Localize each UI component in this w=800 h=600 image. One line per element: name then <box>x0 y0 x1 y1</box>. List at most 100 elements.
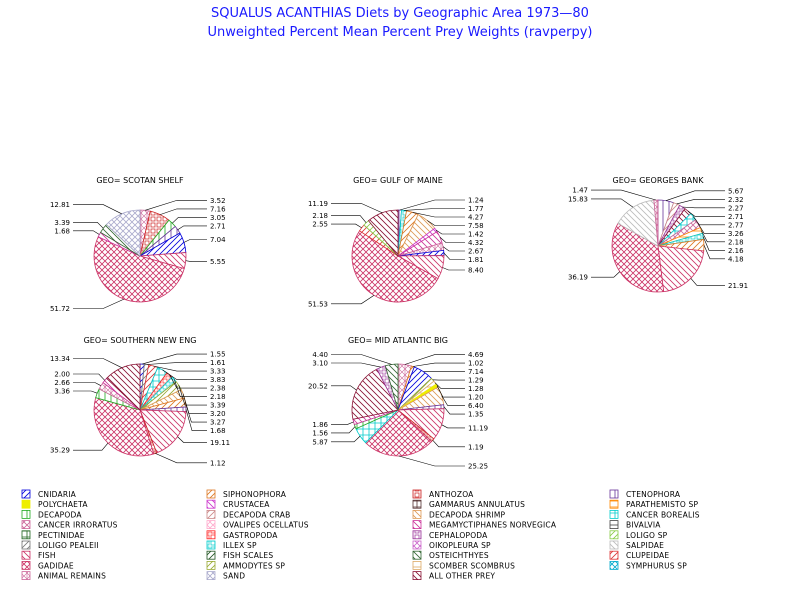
slice-value-label: 51.53 <box>308 300 328 308</box>
legend-entry-anthozoa: ANTHOZOA <box>412 489 474 499</box>
legend-entry-pectinidae: PECTINIDAE <box>21 530 84 540</box>
slice-value-label: 1.12 <box>210 459 226 467</box>
slice-value-label: 2.55 <box>312 221 328 229</box>
leader-line <box>331 203 383 214</box>
leader-line <box>665 190 725 201</box>
legend-entry-loligo-sp: LOLIGO SP <box>609 530 668 540</box>
slice-value-label: 3.20 <box>210 410 226 418</box>
leader-line <box>331 435 361 443</box>
legend-swatch <box>609 561 619 570</box>
legend-label: OIKOPLEURA SP <box>429 541 491 550</box>
leader-line <box>331 426 356 434</box>
leader-line <box>73 390 98 394</box>
legend-entry-loligo-pealeii: LOLIGO PEALEII <box>21 540 99 550</box>
pie-slice-sand <box>105 209 141 257</box>
slice-value-label: 1.86 <box>312 421 328 429</box>
slice-value-label: 2.77 <box>728 221 744 229</box>
legend-label: LOLIGO PEALEII <box>38 541 99 550</box>
leader-line <box>412 212 465 218</box>
leader-line <box>331 354 392 365</box>
slice-value-label: 1.77 <box>468 205 484 213</box>
leader-line <box>591 189 656 201</box>
slice-value-label: 4.18 <box>728 255 744 263</box>
legend-swatch <box>206 571 216 580</box>
legend-entry-cancer-borealis: CANCER BOREALIS <box>609 509 700 519</box>
legend-entry-polychaeta: POLYCHAETA <box>21 499 88 509</box>
legend-entry-gammarus-annulatus: GAMMARUS ANNULATUS <box>412 499 525 509</box>
slice-value-label: 1.29 <box>468 377 484 385</box>
leader-line <box>73 442 109 451</box>
legend-entry-sand: SAND <box>206 571 245 581</box>
slice-value-label: 7.14 <box>468 368 484 376</box>
legend-swatch <box>206 489 216 499</box>
legend-swatch <box>206 550 216 560</box>
slice-value-label: 4.40 <box>312 351 328 359</box>
pie-slice-fish <box>657 245 705 293</box>
legend-label: SAND <box>223 572 245 581</box>
legend-label: ANTHOZOA <box>429 490 474 499</box>
legend-label: PARATHEMISTO SP <box>626 500 698 509</box>
legend-label: OVALIPES OCELLATUS <box>223 521 309 530</box>
legend-label: CANCER BOREALIS <box>626 510 700 519</box>
chart-title: SQUALUS ACANTHIAS Diets by Geographic Ar… <box>211 6 589 21</box>
slice-value-label: 1.42 <box>468 231 484 239</box>
legend-swatch <box>412 509 422 519</box>
slice-value-label: 3.26 <box>728 230 744 238</box>
leader-line <box>178 385 207 406</box>
legend-swatch <box>609 520 619 529</box>
leader-line <box>441 395 465 406</box>
slice-value-label: 1.20 <box>468 394 484 402</box>
legend-label: LOLIGO SP <box>626 531 668 540</box>
slice-value-label: 1.56 <box>312 429 328 437</box>
legend-entry-cephalopoda: CEPHALOPODA <box>412 530 488 540</box>
legend-label: CRUSTACEA <box>223 500 270 509</box>
legend-label: CEPHALOPODA <box>429 531 488 540</box>
legend-entry-scomber-scombrus: SCOMBER SCOMBRUS <box>412 561 515 570</box>
leader-line <box>436 385 465 398</box>
legend-label: OSTEICHTHYES <box>429 551 489 560</box>
leader-line <box>169 374 207 389</box>
slice-value-label: 2.66 <box>54 379 70 387</box>
slice-value-label: 4.32 <box>468 239 484 247</box>
slice-value-label: 5.55 <box>210 258 226 266</box>
legend-entry-cnidaria: CNIDARIA <box>21 489 77 499</box>
legend-label: CNIDARIA <box>38 490 77 499</box>
slice-value-label: 3.36 <box>54 388 70 396</box>
pie-slice-osteichthyes <box>384 363 399 411</box>
pie-geo-southern-new-eng: GEO= SOUTHERN NEW ENG 1.551.613.333.832.3… <box>50 336 230 467</box>
legend-swatch <box>412 571 422 580</box>
pie-geo-scotan-shelf: GEO= SCOTAN SHELF 3.527.163.052.71 7.04 5.5… <box>50 176 226 313</box>
leader-line <box>687 210 725 217</box>
leader-line <box>185 260 207 263</box>
slice-value-label: 21.91 <box>728 282 748 290</box>
slice-value-label: 25.25 <box>468 463 488 471</box>
chart-subtitle: Unweighted Percent Mean Percent Prey Wei… <box>208 25 593 40</box>
legend-swatch <box>206 561 216 570</box>
legend-entry-clupeidae: CLUPEIDAE <box>609 550 669 560</box>
legend-label: ILLEX SP <box>223 541 257 550</box>
legend-label: SYMPHURUS SP <box>626 561 687 570</box>
legend-swatch <box>412 530 422 540</box>
leader-line <box>442 246 465 252</box>
slice-value-label: 3.05 <box>210 214 226 222</box>
slice-value-label: 7.58 <box>468 222 484 230</box>
slice-value-label: 1.68 <box>210 427 226 435</box>
slice-value-label: 5.87 <box>312 438 328 446</box>
pie-title: GEO= MID ATLANTIC BIG <box>348 336 448 345</box>
slice-value-label: 8.40 <box>468 267 484 275</box>
legend-entry-megamyctiphanes-norvegica: MEGAMYCTIPHANES NORVEGICA <box>412 520 557 530</box>
legend-swatch <box>21 530 31 540</box>
slice-value-label: 1.47 <box>572 187 588 195</box>
slice-value-label: 2.67 <box>468 248 484 256</box>
legend-label: FISH <box>38 551 56 560</box>
legend-label: AMMODYTES SP <box>223 561 285 570</box>
leader-line <box>676 199 725 205</box>
legend-swatch <box>412 540 422 550</box>
leader-line <box>73 382 102 386</box>
legend-entry-decapoda-crab: DECAPODA CRAB <box>206 509 290 519</box>
legend-swatch <box>21 571 31 580</box>
legend-label: DECAPODA SHRIMP <box>429 510 506 519</box>
legend-swatch <box>206 540 216 550</box>
legend-entry-illex-sp: ILLEX SP <box>206 540 257 550</box>
slice-value-label: 3.10 <box>312 360 328 368</box>
